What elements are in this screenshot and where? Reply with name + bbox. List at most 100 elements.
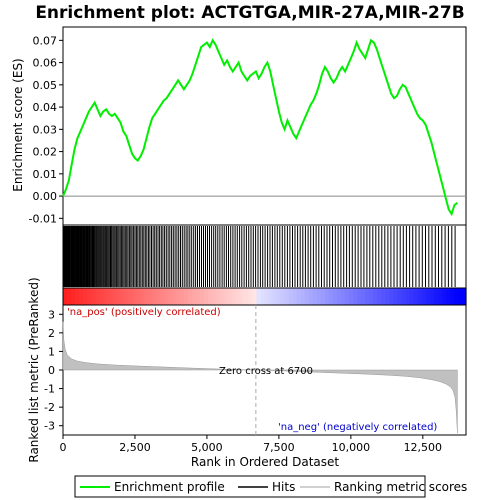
heat-cell <box>381 288 386 305</box>
heat-cell <box>187 288 193 305</box>
heat-cell <box>461 288 467 305</box>
heat-cell <box>417 288 423 305</box>
heat-cell <box>115 288 121 305</box>
heat-cell <box>212 288 217 305</box>
es-y-tick-label: 0.06 <box>33 57 58 70</box>
heat-cell <box>260 288 266 305</box>
heat-cell <box>103 288 108 305</box>
heat-cell <box>337 288 342 305</box>
metric-y-tick-label: 3 <box>48 308 55 321</box>
heat-cell <box>67 288 72 305</box>
heat-cell <box>316 288 322 305</box>
heat-cell <box>151 288 157 305</box>
heat-cell <box>429 288 435 305</box>
heat-cell <box>409 288 415 305</box>
heat-cell <box>272 288 278 305</box>
heat-cell <box>389 288 395 305</box>
chart-title: Enrichment plot: ACTGTGA,MIR-27A,MIR-27B <box>35 3 464 23</box>
heat-cell <box>276 288 282 305</box>
metric-y-tick-label: -2 <box>44 401 55 414</box>
es-panel-frame <box>62 26 467 226</box>
negative-correlation-label: 'na_neg' (negatively correlated) <box>278 422 437 433</box>
hits-panel-frame <box>62 224 467 289</box>
metric-y-axis-label: Ranked list metric (PreRanked) <box>27 277 41 462</box>
heat-cell <box>107 288 112 305</box>
heat-cell <box>296 288 302 305</box>
heat-cell <box>119 288 125 305</box>
heat-cell <box>159 288 165 305</box>
x-tick-label: 12,500 <box>404 441 443 454</box>
heat-cell <box>300 288 306 305</box>
heat-cell <box>304 288 310 305</box>
positive-correlation-label: 'na_pos' (positively correlated) <box>67 307 221 318</box>
heat-cell <box>333 288 338 305</box>
heat-cell <box>179 288 185 305</box>
heat-cell <box>87 288 92 305</box>
heat-cell <box>357 288 362 305</box>
es-y-axis-label: Enrichment score (ES) <box>11 58 25 191</box>
x-tick-label: 2,500 <box>119 441 151 454</box>
heat-cell <box>240 288 245 305</box>
heat-cell <box>433 288 439 305</box>
heat-cell <box>320 288 326 305</box>
heat-cell <box>195 288 201 305</box>
heat-cell <box>95 288 100 305</box>
heat-cell <box>91 288 96 305</box>
heat-cell <box>280 288 286 305</box>
heat-cell <box>131 288 137 305</box>
heat-cell <box>393 288 399 305</box>
heat-cell <box>256 288 262 305</box>
heat-cell <box>425 288 431 305</box>
heat-cell <box>204 288 209 305</box>
heat-cell <box>143 288 149 305</box>
heat-cell <box>147 288 153 305</box>
heat-cell <box>75 288 80 305</box>
heat-cell <box>397 288 403 305</box>
heat-cell <box>457 288 463 305</box>
heat-cell <box>200 288 205 305</box>
heat-cell <box>361 288 366 305</box>
es-y-axis-ticks: -0.01 0.00 0.01 0.02 0.03 0.04 0.05 0.06 0.07 <box>29 34 63 225</box>
heat-cell <box>167 288 173 305</box>
es-y-tick-label: -0.01 <box>29 212 57 225</box>
heat-cell <box>268 288 274 305</box>
heat-cell <box>79 288 84 305</box>
es-y-tick-label: 0.05 <box>33 79 58 92</box>
legend-label-metric: Ranking metric scores <box>334 480 467 494</box>
heat-cell <box>312 288 318 305</box>
heat-cell <box>345 288 350 305</box>
heat-cell <box>220 288 225 305</box>
heat-cell <box>437 288 443 305</box>
heat-cell <box>369 288 374 305</box>
es-y-tick-label: 0.02 <box>33 146 58 159</box>
es-y-tick-label: 0.01 <box>33 168 58 181</box>
enrichment-profile-line <box>62 38 459 217</box>
heat-cell <box>83 288 88 305</box>
metric-y-tick-label: -3 <box>44 420 55 433</box>
heat-cell <box>175 288 181 305</box>
zero-cross-label: Zero cross at 6700 <box>219 366 313 377</box>
heat-cell <box>63 288 68 305</box>
heat-cell <box>353 288 358 305</box>
heat-cell <box>139 288 145 305</box>
heat-cell <box>385 288 391 305</box>
x-axis-label: Rank in Ordered Dataset <box>191 455 339 469</box>
ranking-metric-area <box>62 321 458 434</box>
rank-heat-strip <box>63 288 467 305</box>
heat-cell <box>111 288 116 305</box>
heat-cell <box>308 288 314 305</box>
heat-cell <box>405 288 411 305</box>
heat-cell <box>135 288 141 305</box>
x-tick-label: 10,000 <box>332 441 371 454</box>
metric-y-tick-label: 0 <box>48 364 55 377</box>
heat-cell <box>292 288 298 305</box>
heat-cell <box>224 288 229 305</box>
heat-cell <box>244 288 249 305</box>
heat-cell <box>453 288 459 305</box>
heat-cell <box>183 288 189 305</box>
heat-cell <box>373 288 378 305</box>
heat-cell <box>445 288 451 305</box>
heat-cell <box>208 288 213 305</box>
heat-cell <box>71 288 76 305</box>
